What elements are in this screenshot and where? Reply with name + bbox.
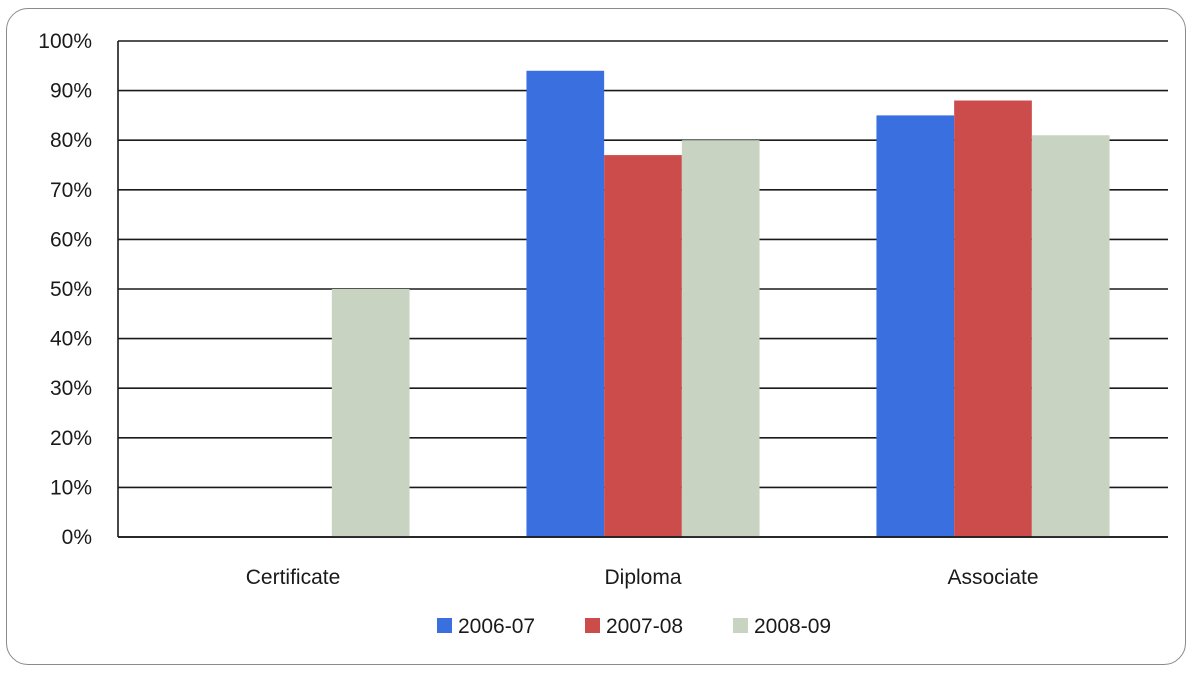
- x-axis-category-labels: Certificate Diploma Associate: [246, 566, 1039, 589]
- y-tick-label: 20%: [50, 427, 92, 450]
- y-tick-label: 100%: [38, 30, 92, 53]
- y-tick-label: 50%: [50, 278, 92, 301]
- y-tick-label: 40%: [50, 328, 92, 351]
- bar-associate-2008-09: [1031, 135, 1110, 538]
- bar-associate-2006-07: [876, 115, 955, 538]
- x-category-label: Diploma: [604, 566, 681, 589]
- axes: [117, 41, 1168, 538]
- legend-swatch: [437, 618, 452, 633]
- bar-diploma-2007-08: [604, 155, 682, 537]
- y-tick-label: 60%: [50, 228, 92, 251]
- legend-swatch: [585, 618, 600, 633]
- y-axis-tick-labels: 0% 10% 20% 30% 40% 50% 60% 70% 80% 90% 100%: [38, 30, 92, 549]
- bar-certificate-2008-09: [331, 289, 410, 537]
- legend: 2006-07 2007-08 2008-09: [437, 615, 831, 638]
- legend-swatch: [733, 618, 748, 633]
- legend-label: 2008-09: [754, 615, 831, 638]
- x-category-label: Certificate: [246, 566, 341, 589]
- bar-diploma-2008-09: [681, 140, 760, 537]
- legend-label: 2006-07: [458, 615, 535, 638]
- y-tick-label: 70%: [50, 179, 92, 202]
- bar-associate-2007-08: [954, 100, 1032, 538]
- y-tick-label: 80%: [50, 129, 92, 152]
- y-tick-label: 30%: [50, 377, 92, 400]
- y-tick-label: 10%: [50, 476, 92, 499]
- y-tick-label: 0%: [62, 526, 92, 549]
- bar-diploma-2006-07: [526, 70, 605, 537]
- legend-label: 2007-08: [606, 615, 683, 638]
- y-tick-label: 90%: [50, 80, 92, 103]
- x-category-label: Associate: [947, 566, 1038, 589]
- bars: [331, 70, 1110, 538]
